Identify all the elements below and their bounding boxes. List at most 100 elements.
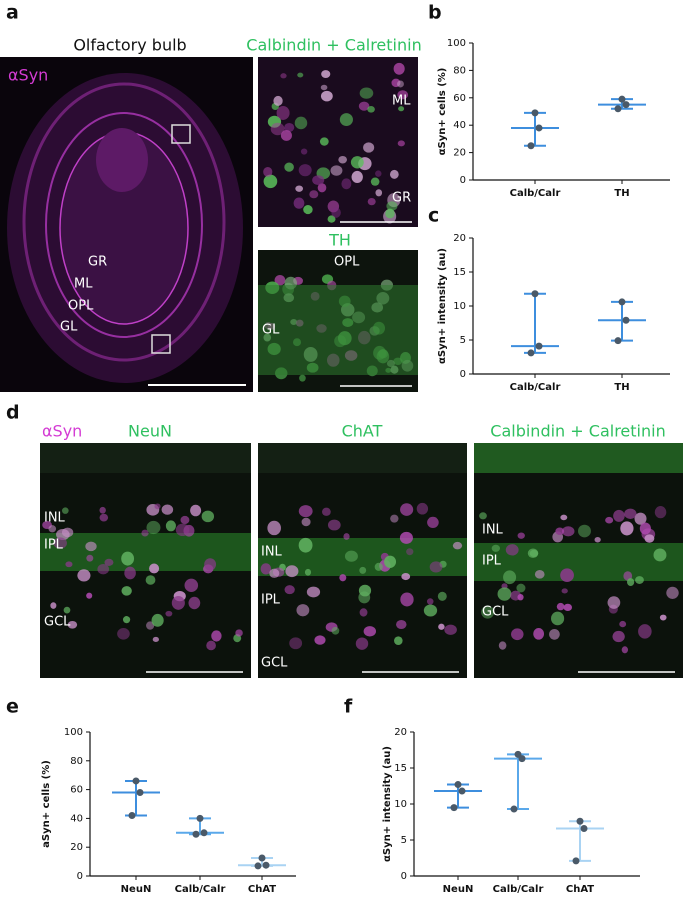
cell <box>497 587 512 601</box>
cell <box>298 164 312 177</box>
cell <box>314 635 326 645</box>
cell <box>612 630 625 643</box>
data-point <box>531 290 539 298</box>
cell <box>141 529 149 537</box>
y-tick-label: 40 <box>453 120 466 131</box>
cell <box>516 583 526 593</box>
cell <box>498 641 507 650</box>
cell <box>330 165 343 176</box>
fiber-band <box>40 443 251 473</box>
cell <box>613 509 625 522</box>
cell <box>171 596 185 610</box>
y-axis-title: αSyn+ intensity (au) <box>382 746 393 862</box>
layer-label: ML <box>74 277 93 292</box>
cell <box>61 527 74 538</box>
panel-label: b <box>428 2 442 24</box>
cell <box>375 189 383 197</box>
cell <box>297 72 304 78</box>
y-axis-title: αSyn+ intensity (au) <box>437 248 448 364</box>
cell <box>367 197 376 206</box>
data-point <box>618 95 626 103</box>
data-point <box>450 804 458 812</box>
y-tick-label: 5 <box>460 335 466 346</box>
cell <box>659 614 667 621</box>
cell <box>285 565 299 578</box>
layer-label: GL <box>60 320 78 335</box>
cell <box>577 524 591 538</box>
cell <box>374 562 383 571</box>
cell <box>358 101 370 111</box>
layer-label: OPL <box>334 255 360 270</box>
cell <box>104 558 114 566</box>
cell <box>312 175 325 185</box>
cell <box>269 568 280 578</box>
cell <box>491 544 500 552</box>
cell <box>124 566 136 580</box>
layer-label: IPL <box>482 554 502 569</box>
cell <box>534 570 545 579</box>
layer-label: GL <box>262 323 280 338</box>
y-tick-label: 0 <box>77 871 83 882</box>
cell <box>289 637 303 650</box>
cell <box>481 605 495 619</box>
cell <box>338 155 347 164</box>
cell <box>263 174 278 189</box>
cell <box>423 604 438 617</box>
layer-label: INL <box>482 523 504 538</box>
x-tick-label: NeuN <box>121 884 152 895</box>
cell <box>384 555 397 568</box>
data-point <box>531 109 539 117</box>
cell <box>398 106 405 112</box>
cell <box>67 620 78 629</box>
data-point <box>128 812 136 820</box>
cell <box>626 578 635 586</box>
stain-label: αSyn <box>8 66 48 85</box>
inset-box <box>151 334 171 354</box>
cell <box>363 626 377 637</box>
image-title: Olfactory bulb <box>73 36 186 55</box>
cell <box>53 537 67 549</box>
layer-label: OPL <box>68 299 94 314</box>
cell <box>654 506 667 519</box>
data-point <box>136 788 144 796</box>
y-tick-label: 20 <box>70 842 83 853</box>
x-tick-label: ChAT <box>566 884 594 895</box>
cell <box>317 183 327 193</box>
layer-label: GCL <box>482 605 509 620</box>
cell <box>273 95 283 106</box>
image-title: NeuN <box>128 422 172 441</box>
layer-label: GCL <box>261 656 288 671</box>
layer-label: ML <box>392 94 411 109</box>
cell <box>634 512 647 525</box>
cell <box>180 515 190 525</box>
cell <box>437 591 447 601</box>
cell <box>327 519 341 531</box>
cell <box>321 507 331 516</box>
cell <box>276 105 290 120</box>
cell <box>355 637 369 650</box>
data-point <box>262 861 270 869</box>
cell <box>385 208 395 219</box>
panel-label: a <box>6 2 19 24</box>
cell <box>121 586 132 596</box>
cell <box>653 548 667 562</box>
cell <box>296 604 310 617</box>
y-tick-label: 20 <box>453 233 466 244</box>
cell <box>505 544 519 556</box>
cell <box>397 80 404 88</box>
panel-label: d <box>6 402 20 424</box>
cell <box>280 73 287 79</box>
cell <box>122 616 131 624</box>
cell <box>204 558 217 571</box>
stain-label: αSyn <box>42 422 82 441</box>
image-title: Calbindin + Calretinin <box>246 36 421 55</box>
data-point <box>576 817 584 825</box>
data-point <box>572 857 580 865</box>
cell <box>427 516 439 528</box>
data-point <box>132 777 140 785</box>
cell <box>304 568 312 576</box>
fiber-band <box>258 443 467 473</box>
cell <box>86 554 94 562</box>
cell <box>375 170 382 177</box>
